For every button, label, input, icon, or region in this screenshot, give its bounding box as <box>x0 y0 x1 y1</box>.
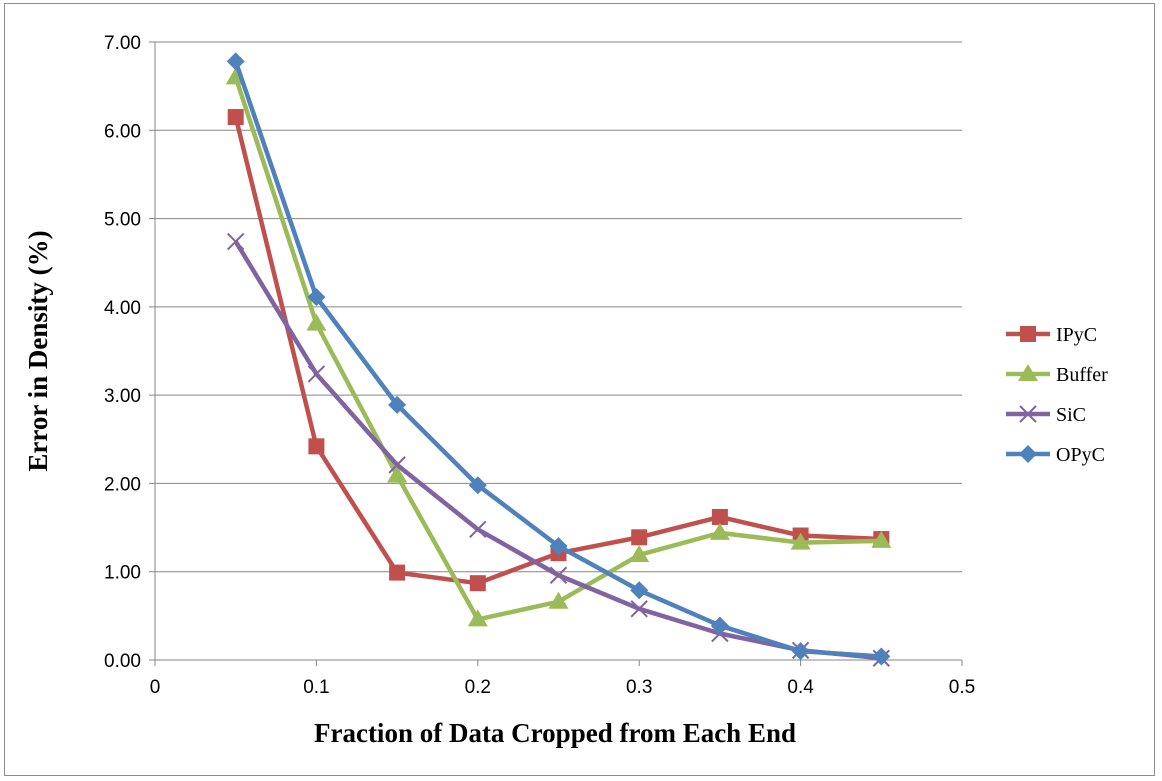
opyc-point <box>549 537 568 556</box>
legend-marker <box>1019 405 1037 423</box>
ipyc-point <box>469 575 486 592</box>
sic-point <box>469 520 487 539</box>
buffer-point <box>709 522 730 540</box>
ipyc-point <box>631 529 648 546</box>
legend-marker <box>1018 364 1038 381</box>
legend-label: Buffer <box>1056 364 1108 386</box>
sic-point <box>549 566 568 584</box>
buffer-point <box>629 544 650 562</box>
y-tick-label: 0.00 <box>104 651 141 672</box>
opyc-point <box>710 616 729 635</box>
y-tick-label: 1.00 <box>104 563 141 584</box>
buffer-point <box>387 465 408 483</box>
legend-label: SiC <box>1056 404 1086 426</box>
opyc-point <box>872 647 891 666</box>
buffer-point <box>790 532 811 550</box>
ipyc-point <box>389 564 406 581</box>
sic-point <box>307 365 326 383</box>
x-tick-label: 0.3 <box>626 677 652 698</box>
series <box>225 52 892 667</box>
legend-item-sic: SiC <box>1006 404 1086 426</box>
x-tick-label: 0.5 <box>949 677 975 698</box>
ipyc-point <box>711 508 728 525</box>
y-tick-label: 2.00 <box>104 474 141 495</box>
buffer-point <box>306 313 327 331</box>
opyc-point <box>791 642 810 661</box>
y-tick-label: 5.00 <box>104 210 141 231</box>
x-tick-label: 0 <box>150 677 161 698</box>
axes <box>154 42 962 661</box>
legend-label: IPyC <box>1056 324 1097 346</box>
y-tick-label: 3.00 <box>104 386 141 407</box>
legend-label: OPyC <box>1056 444 1105 466</box>
series-opyc <box>226 52 891 666</box>
ipyc-point <box>308 438 325 455</box>
buffer-point <box>548 591 569 609</box>
buffer-point <box>467 609 488 627</box>
opyc-line <box>233 60 882 659</box>
legend: IPyC Buffer SiC OPyC <box>1006 324 1108 466</box>
x-tick-label: 0.4 <box>787 677 814 698</box>
legend-marker <box>1020 326 1036 342</box>
legend-item-opyc: OPyC <box>1006 444 1105 466</box>
y-tick-labels: 0.00 1.00 2.00 3.00 4.00 5.00 6.00 7.00 <box>104 33 141 672</box>
x-tick-label: 0.2 <box>465 677 491 698</box>
opyc-point <box>468 476 487 495</box>
buffer-point <box>871 530 892 548</box>
opyc-point <box>226 52 245 71</box>
legend-item-buffer: Buffer <box>1006 364 1108 386</box>
opyc-point <box>388 395 407 414</box>
sic-point <box>388 456 406 474</box>
y-tick-label: 7.00 <box>104 33 141 54</box>
sic-point <box>630 600 648 618</box>
opyc-point <box>630 581 649 600</box>
y-axis-title: Error in Density (%) <box>23 230 53 471</box>
y-tick-label: 6.00 <box>104 121 141 142</box>
legend-marker <box>1019 445 1037 463</box>
legend-item-ipyc: IPyC <box>1006 324 1097 346</box>
x-tick-label: 0.1 <box>303 677 329 698</box>
sic-point <box>226 232 245 251</box>
ipyc-point <box>227 109 244 126</box>
series-ipyc <box>227 109 890 592</box>
series-buffer <box>225 67 892 627</box>
x-tick-labels: 0 0.1 0.2 0.3 0.4 0.5 <box>150 677 976 698</box>
x-axis-title: Fraction of Data Cropped from Each End <box>314 718 796 748</box>
opyc-point <box>307 288 326 307</box>
y-tick-label: 4.00 <box>104 298 141 319</box>
chart-frame <box>4 3 1155 776</box>
